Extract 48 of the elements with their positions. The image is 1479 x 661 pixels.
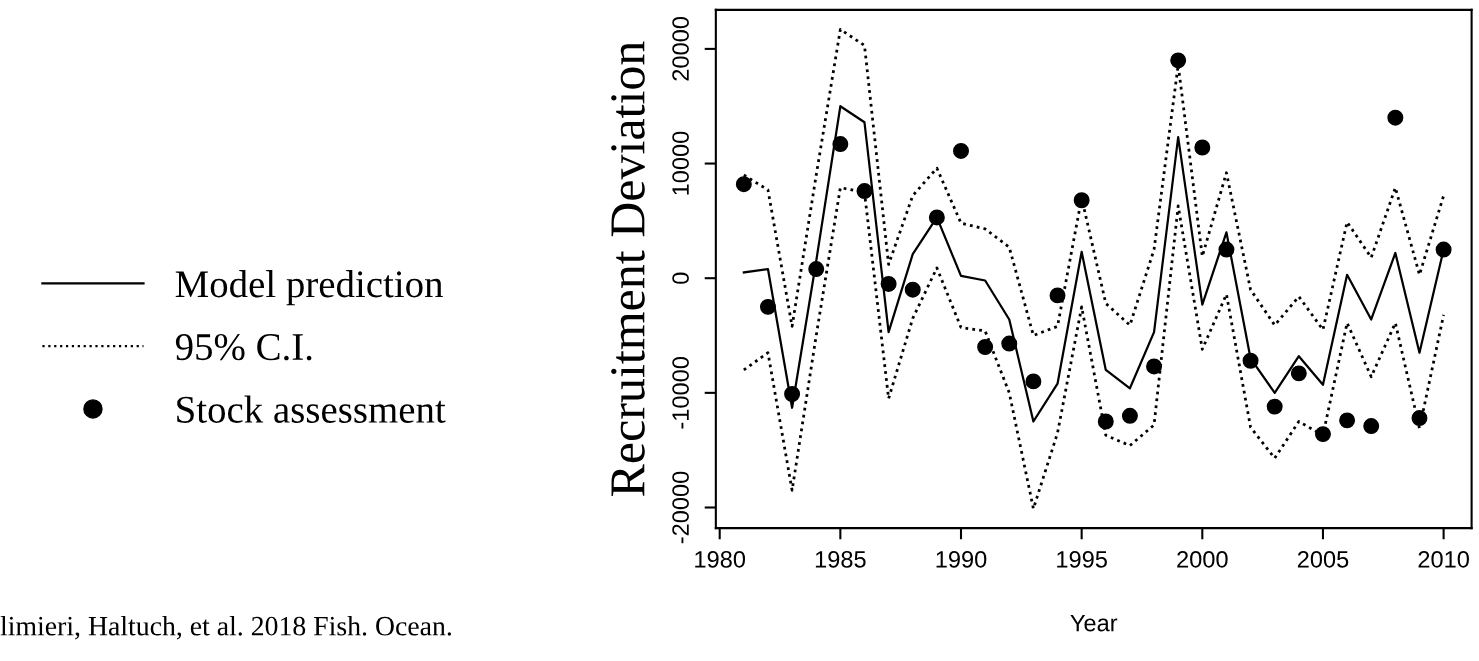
- point: [1001, 335, 1018, 352]
- point: [1121, 407, 1138, 424]
- point: [784, 386, 801, 402]
- point: [1435, 241, 1452, 258]
- point: [1170, 52, 1187, 69]
- point: [880, 275, 897, 292]
- point: [1339, 412, 1356, 429]
- x-tick-label: 1980: [695, 550, 746, 568]
- x-tick-label: 1995: [1057, 550, 1107, 568]
- point: [1363, 418, 1380, 435]
- point: [1025, 373, 1042, 390]
- point: [1387, 109, 1404, 126]
- point: [1290, 365, 1307, 382]
- point: [953, 142, 969, 159]
- legend-label: 95% C.I.: [175, 333, 312, 361]
- y-tick-label: -20000: [672, 471, 689, 544]
- point: [735, 176, 752, 193]
- text: limieri, Haltuch, et al. 2018 Fish. Ocean.: [0, 615, 451, 640]
- point: [856, 183, 873, 200]
- y-tick-label: 0: [672, 272, 689, 284]
- point: [832, 136, 849, 153]
- point: [977, 339, 994, 355]
- point: [1411, 410, 1428, 427]
- x-tick-label: 2005: [1297, 550, 1349, 568]
- point: [1097, 413, 1114, 430]
- point: [1146, 358, 1163, 375]
- x-tick-label: 2010: [1418, 550, 1469, 568]
- x-tick-label: 2000: [1177, 550, 1228, 568]
- x-tick-label: 1985: [815, 550, 866, 568]
- point: [1266, 398, 1283, 415]
- y-axis-title: Recruitment Deviation: [611, 41, 645, 496]
- point: [808, 261, 825, 278]
- y-tick-label: 20000: [672, 16, 689, 81]
- point: [1049, 287, 1066, 304]
- legend-label: Model prediction: [175, 270, 443, 306]
- point: [759, 298, 776, 315]
- point: [928, 209, 945, 226]
- point: [904, 281, 921, 298]
- y-tick-label: 10000: [672, 131, 689, 195]
- x-axis-title: Year: [1070, 614, 1118, 632]
- point: [1242, 352, 1259, 369]
- y-tick-label: -10000: [672, 357, 689, 429]
- point: [1314, 426, 1331, 443]
- legend-label: Stock assessment: [177, 395, 446, 423]
- point: [1218, 241, 1235, 258]
- point: [1073, 192, 1090, 209]
- x-tick-label: 1990: [936, 550, 987, 568]
- point: [1194, 139, 1211, 156]
